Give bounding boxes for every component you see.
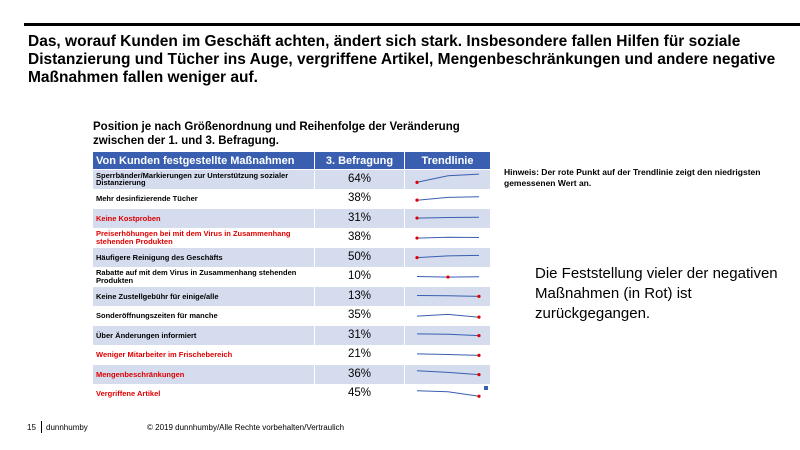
trend-cell: [404, 305, 491, 326]
page-number: 15: [27, 423, 36, 432]
trend-cell: [404, 286, 491, 307]
trend-line: [416, 173, 480, 183]
trend-line: [416, 333, 480, 337]
headline: Das, worauf Kunden im Geschäft achten, ä…: [28, 33, 776, 86]
survey3-value: 31%: [314, 208, 405, 229]
min-marker: [415, 216, 419, 220]
table-header-row: Von Kunden festgestellte Maßnahmen 3. Be…: [92, 151, 491, 170]
trend-cell: [404, 169, 491, 190]
min-marker: [477, 334, 481, 338]
table-corner-handle: [484, 386, 488, 390]
min-marker: [415, 235, 419, 240]
header-survey3: 3. Befragung: [314, 151, 405, 170]
table-row: Sonderöffnungszeiten für manche 35%: [92, 305, 491, 326]
measure-label: Sonderöffnungszeiten für manche: [92, 305, 315, 326]
measure-label: Vergriffene Artikel: [92, 383, 315, 404]
min-marker: [477, 373, 481, 377]
trend-line: [416, 352, 480, 356]
table-row: Mengenbeschränkungen 36%: [92, 364, 491, 385]
table-row: Preiserhöhungen bei mit dem Virus in Zus…: [92, 227, 491, 248]
trend-cell: [404, 344, 491, 365]
trend-line: [416, 254, 480, 259]
top-rule: [24, 23, 800, 26]
table-row: Häufigere Reinigung des Geschäfts 50%: [92, 247, 491, 268]
sparkline: [416, 389, 481, 398]
measure-label: Preiserhöhungen bei mit dem Virus in Zus…: [92, 227, 315, 248]
survey3-value: 45%: [314, 383, 405, 404]
min-marker: [477, 353, 481, 357]
trend-cell: [404, 227, 491, 248]
sparkline: [415, 254, 480, 260]
measure-label: Rabatte auf mit dem Virus in Zusammenhan…: [92, 266, 315, 287]
measure-label: Keine Kostproben: [92, 208, 315, 229]
table-row: Mehr desinfizierende Tücher 38%: [92, 188, 491, 209]
survey3-value: 10%: [314, 266, 405, 287]
survey3-value: 13%: [314, 286, 405, 307]
measure-label: Mengenbeschränkungen: [92, 364, 315, 385]
note-text: Hinweis: Der rote Punkt auf der Trendlin…: [504, 167, 761, 188]
min-marker: [477, 294, 481, 298]
trend-cell: [404, 188, 491, 209]
sparkline: [415, 216, 480, 220]
min-marker: [415, 256, 419, 260]
survey3-value: 64%: [314, 169, 405, 190]
survey3-value: 50%: [314, 247, 405, 268]
survey3-value: 21%: [314, 344, 405, 365]
sparkline: [416, 352, 481, 357]
min-marker: [446, 274, 450, 279]
sparkline: [416, 274, 480, 279]
table-row: Über Änderungen informiert 31%: [92, 325, 491, 346]
table-row: Keine Kostproben 31%: [92, 208, 491, 229]
table-subtitle: Position je nach Größenordnung und Reihe…: [93, 121, 460, 147]
measure-label: Sperrbänder/Markierungen zur Unterstützu…: [92, 169, 315, 190]
trend-line: [416, 295, 480, 297]
trend-cell: [404, 266, 491, 287]
measure-label: Mehr desinfizierende Tücher: [92, 188, 315, 209]
brand-logo: dunnhumby: [46, 423, 88, 432]
trend-line: [416, 313, 480, 318]
sparkline: [416, 294, 481, 298]
sparkline: [416, 370, 481, 377]
trend-line: [416, 195, 480, 201]
min-marker: [477, 315, 481, 319]
trend-cell: [404, 247, 491, 268]
table-row: Vergriffene Artikel 45%: [92, 383, 491, 404]
table-row: Rabatte auf mit dem Virus in Zusammenhan…: [92, 266, 491, 287]
trend-cell: [404, 383, 491, 404]
measure-label: Über Änderungen informiert: [92, 325, 315, 346]
sparkline: [415, 235, 480, 240]
trend-line: [416, 370, 480, 376]
measure-label: Häufigere Reinigung des Geschäfts: [92, 247, 315, 268]
survey3-value: 31%: [314, 325, 405, 346]
table-row: Sperrbänder/Markierungen zur Unterstützu…: [92, 169, 491, 190]
header-measure: Von Kunden festgestellte Maßnahmen: [92, 151, 315, 170]
trend-cell: [404, 208, 491, 229]
survey3-value: 35%: [314, 305, 405, 326]
min-marker: [477, 394, 481, 398]
footer-separator: [41, 421, 42, 433]
trend-cell: [404, 364, 491, 385]
measure-label: Keine Zustellgebühr für einige/alle: [92, 286, 315, 307]
trend-line: [416, 389, 480, 397]
trend-cell: [404, 325, 491, 346]
min-marker: [415, 198, 419, 202]
trend-line: [416, 216, 480, 219]
survey3-value: 36%: [314, 364, 405, 385]
finding-text: Die Feststellung vieler der negativen Ma…: [535, 265, 778, 322]
trend-line: [416, 236, 480, 239]
copyright: © 2019 dunnhumby/Alle Rechte vorbehalten…: [147, 423, 345, 432]
measures-table: Von Kunden festgestellte Maßnahmen 3. Be…: [92, 151, 491, 404]
sparkline: [416, 333, 481, 338]
sparkline: [415, 173, 480, 184]
table-row: Weniger Mitarbeiter im Frischebereich 21%: [92, 344, 491, 365]
header-trend: Trendlinie: [404, 151, 491, 170]
table-body: Sperrbänder/Markierungen zur Unterstützu…: [92, 169, 491, 404]
survey3-value: 38%: [314, 227, 405, 248]
sparkline: [416, 313, 481, 319]
measure-label: Weniger Mitarbeiter im Frischebereich: [92, 344, 315, 365]
sparkline: [415, 195, 480, 202]
table-row: Keine Zustellgebühr für einige/alle 13%: [92, 286, 491, 307]
min-marker: [415, 180, 419, 184]
survey3-value: 38%: [314, 188, 405, 209]
